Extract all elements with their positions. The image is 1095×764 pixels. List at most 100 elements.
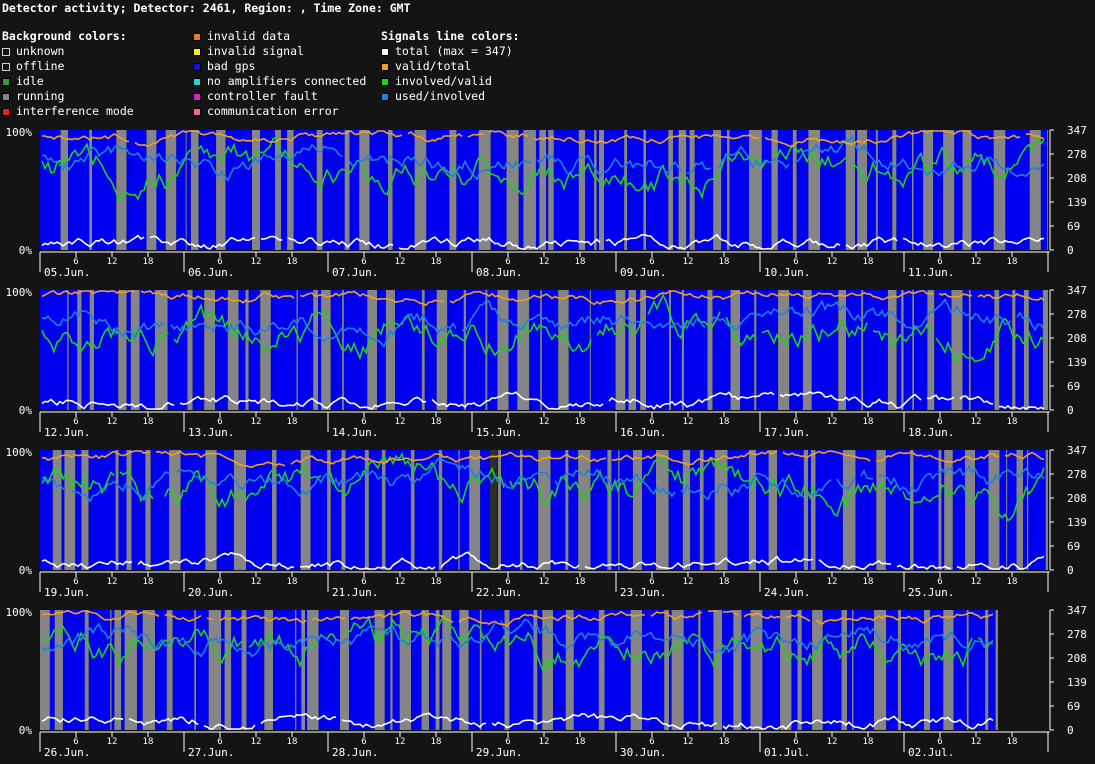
bad-gps-band <box>385 450 411 570</box>
hour-tick-label: 12 <box>827 417 838 427</box>
bad-gps-band <box>192 290 205 410</box>
running-band <box>233 450 247 570</box>
running-band <box>628 290 637 410</box>
day-tick-label: 29.Jun. <box>476 746 522 759</box>
hour-tick-label: 6 <box>793 737 798 747</box>
bad-gps-band <box>636 290 641 410</box>
legend-label: valid/total <box>395 59 472 73</box>
bad-gps-band <box>756 290 779 410</box>
legend-item-valid: valid/total <box>381 59 519 74</box>
running-band <box>714 450 728 570</box>
bad-gps-band <box>442 450 459 570</box>
bad-gps-band <box>248 290 261 410</box>
running-band <box>630 610 642 730</box>
running-band <box>89 130 92 250</box>
running-band <box>943 130 955 250</box>
bad-gps-band <box>281 130 287 250</box>
y-right-tick-label: 0 <box>1067 404 1074 417</box>
hour-tick-label: 12 <box>827 257 838 267</box>
bad-gps-band <box>1005 130 1030 250</box>
bad-gps-band <box>642 450 656 570</box>
running-band <box>367 290 378 410</box>
bad-gps-band <box>625 290 629 410</box>
running-band <box>364 450 369 570</box>
bad-gps-band <box>121 610 125 730</box>
y-right-tick-label: 347 <box>1067 444 1087 457</box>
running-band <box>558 290 569 410</box>
bad-gps-band <box>1015 290 1024 410</box>
series-line-used <box>41 298 1045 349</box>
bad-gps-band <box>62 610 85 730</box>
bad-gps-band <box>953 610 967 730</box>
day-tick-label: 15.Jun. <box>476 426 522 439</box>
bad-gps-band <box>668 450 683 570</box>
hour-tick-label: 18 <box>287 737 298 747</box>
hour-tick-label: 18 <box>575 577 586 587</box>
bad-gps-band <box>429 610 436 730</box>
series-line-used <box>41 618 994 658</box>
bad-gps-band <box>684 290 708 410</box>
bad-gps-band <box>913 130 924 250</box>
bad-gps-band <box>522 450 539 570</box>
hour-tick-label: 12 <box>971 737 982 747</box>
running-band <box>968 290 971 410</box>
bad-gps-band <box>126 290 131 410</box>
running-band <box>682 450 691 570</box>
running-band <box>713 130 722 250</box>
running-band <box>307 610 319 730</box>
day-tick-label: 24.Jun. <box>764 586 810 599</box>
running-band <box>780 610 792 730</box>
running-band <box>750 610 763 730</box>
bad-gps-band <box>673 130 679 250</box>
running-band <box>910 450 914 570</box>
bad-gps-band <box>368 450 382 570</box>
hour-tick-label: 6 <box>937 577 942 587</box>
bad-gps-band <box>88 450 116 570</box>
running-band <box>205 450 217 570</box>
running-band <box>145 450 151 570</box>
hour-tick-label: 18 <box>287 257 298 267</box>
hour-tick-label: 18 <box>143 417 154 427</box>
running-band <box>187 290 193 410</box>
running-band <box>624 130 628 250</box>
bad-gps-band <box>196 610 209 730</box>
bad-gps-band <box>231 610 242 730</box>
hour-tick-label: 18 <box>143 257 154 267</box>
running-band <box>321 290 331 410</box>
running-band <box>517 290 530 410</box>
running-band <box>390 610 393 730</box>
hour-tick-label: 12 <box>251 737 262 747</box>
hour-tick-label: 12 <box>539 577 550 587</box>
bad-gps-band <box>216 450 234 570</box>
hour-tick-label: 12 <box>107 257 118 267</box>
running-band <box>607 450 612 570</box>
running-band <box>224 610 232 730</box>
running-band <box>943 610 954 730</box>
bad-gps-band <box>215 290 228 410</box>
bad-gps-band <box>962 290 969 410</box>
running-band <box>118 290 127 410</box>
y-right-tick-label: 278 <box>1067 468 1087 481</box>
bad-gps-band <box>1028 290 1043 410</box>
hour-tick-label: 12 <box>827 577 838 587</box>
day-tick-label: 14.Jun. <box>332 426 378 439</box>
legend-item-involved: involved/valid <box>381 74 519 89</box>
running-band <box>479 610 482 730</box>
running-band <box>748 450 756 570</box>
y-left-tick-0: 0% <box>19 404 33 417</box>
running-band <box>435 610 440 730</box>
bad-gps-band <box>604 130 625 250</box>
running-band <box>768 450 778 570</box>
running-band <box>730 290 741 410</box>
bad-gps-band <box>518 130 524 250</box>
bad-gps-band <box>501 450 520 570</box>
running-band <box>542 610 554 730</box>
running-band <box>994 290 1000 410</box>
running-band <box>861 290 864 410</box>
hour-tick-label: 18 <box>431 737 442 747</box>
bad-gps-band <box>377 290 386 410</box>
running-band <box>664 610 670 730</box>
running-band <box>498 450 502 570</box>
bad-gps-band <box>68 130 90 250</box>
swatch-idle <box>2 77 10 86</box>
